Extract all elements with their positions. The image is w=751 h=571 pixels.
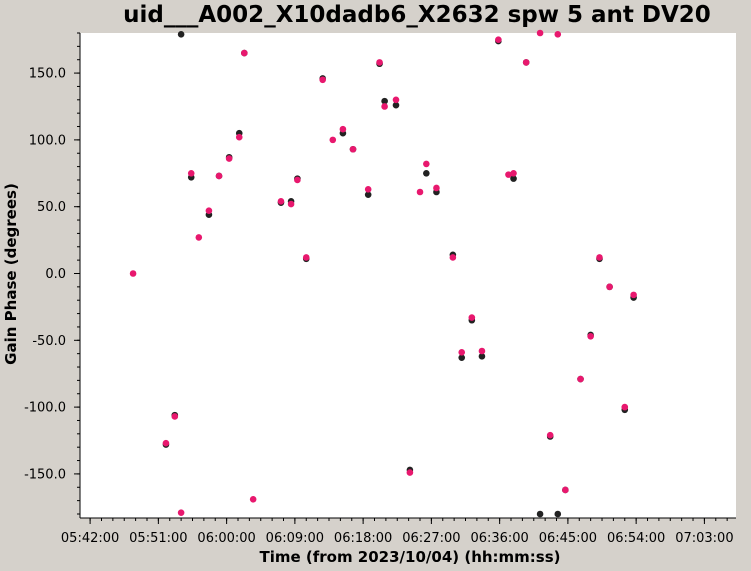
axes: 150.0 100.0 50.0 0.0 -50.0 -100.0 -150.0 05:42:… [24, 32, 736, 546]
x-axis-label: Time (from 2023/10/04) (hh:mm:ss) [259, 548, 560, 566]
data-point [249, 495, 257, 503]
data-point [554, 510, 562, 518]
data-point [319, 76, 326, 84]
x-tick-label: 06:45:00 [539, 531, 597, 546]
data-point [187, 169, 195, 177]
x-tick-label: 06:54:00 [607, 531, 665, 546]
data-point [606, 283, 613, 291]
x-tick-label: 07:03:00 [675, 531, 733, 546]
data-point [621, 403, 629, 411]
data-point [423, 160, 430, 168]
data-point [536, 510, 544, 518]
x-tick-label: 05:51:00 [129, 531, 187, 546]
y-tick-label: 100.0 [29, 133, 66, 148]
data-point [433, 184, 440, 192]
data-point [510, 169, 517, 177]
data-point [577, 375, 584, 383]
data-point [177, 509, 185, 516]
data-point [392, 101, 400, 109]
data-point [364, 191, 372, 198]
data-point [162, 439, 170, 447]
data-point [596, 254, 603, 261]
data-point [458, 354, 466, 361]
data-point [381, 97, 388, 105]
y-tick-label: 150.0 [29, 67, 66, 82]
data-point [458, 349, 466, 356]
y-tick-label: -50.0 [32, 334, 66, 349]
data-point [416, 188, 424, 196]
data-point [225, 155, 233, 162]
data-point [339, 125, 347, 133]
series-layer [129, 29, 637, 518]
data-point [177, 31, 185, 38]
x-tick-label: 06:18:00 [334, 531, 392, 546]
data-point [171, 413, 179, 420]
data-point [630, 291, 637, 299]
data-point [349, 145, 357, 153]
data-point [376, 59, 383, 66]
x-tick-label: 06:36:00 [470, 531, 528, 546]
chart-title: uid___A002_X10dadb6_X2632 spw 5 ant DV20 [123, 2, 711, 28]
x-tick-label: 06:00:00 [197, 531, 255, 546]
data-point [129, 270, 137, 277]
data-point [381, 103, 388, 110]
data-point [392, 96, 400, 104]
y-tick-label: -100.0 [24, 401, 66, 416]
data-point [536, 29, 544, 37]
data-point [215, 172, 223, 180]
data-point [235, 133, 243, 141]
data-point [329, 136, 337, 144]
data-point [505, 171, 512, 178]
x-tick-label: 06:27:00 [402, 531, 460, 546]
series-1 [129, 29, 637, 516]
y-tick-label: -150.0 [24, 467, 66, 482]
data-point [423, 169, 430, 177]
data-point [294, 176, 301, 184]
data-point [546, 431, 554, 439]
data-point [241, 49, 248, 57]
data-point [478, 347, 486, 355]
data-point [195, 234, 203, 241]
y-tick-label: 50.0 [37, 200, 66, 215]
data-point [468, 314, 476, 321]
x-tick-label: 06:09:00 [266, 531, 324, 546]
data-point [562, 486, 569, 494]
data-point [287, 200, 295, 208]
data-point [302, 254, 310, 261]
data-point [587, 332, 594, 340]
x-tick-label: 05:42:00 [61, 531, 119, 546]
y-axis-label: Gain Phase (degrees) [2, 183, 20, 365]
data-point [364, 186, 372, 193]
data-point [522, 59, 530, 66]
data-point [406, 469, 414, 476]
y-tick-label: 0.0 [45, 267, 66, 282]
data-point [277, 198, 285, 205]
data-point [495, 36, 502, 43]
data-point [510, 175, 517, 182]
data-point [449, 254, 457, 261]
data-point [205, 207, 213, 214]
data-point [478, 353, 486, 360]
data-point [554, 31, 562, 38]
plot-area [80, 33, 736, 518]
